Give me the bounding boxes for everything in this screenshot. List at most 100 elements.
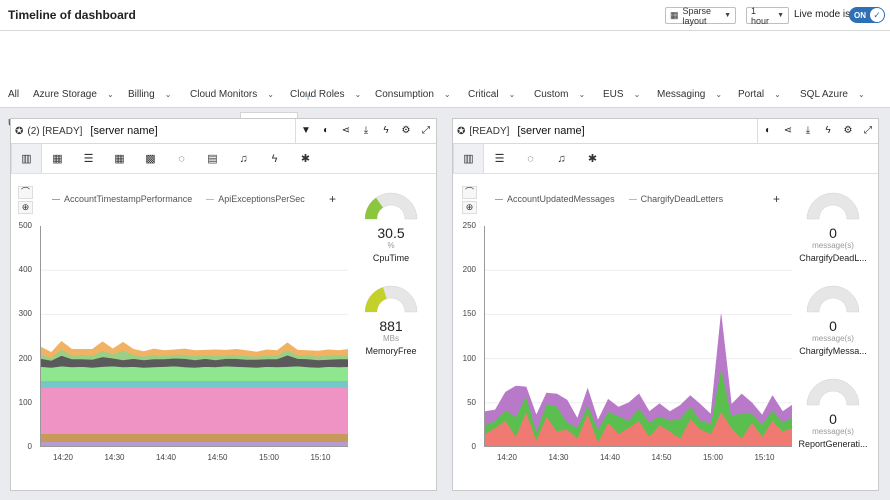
tab-azure-storage[interactable]: Azure Storage ⌄ [33, 89, 114, 100]
tab-label: Custom [534, 89, 569, 100]
tab-label: Consumption [375, 89, 434, 100]
chart-type-icon[interactable]: ⌒ [462, 186, 477, 199]
tab-all[interactable]: All [8, 89, 19, 100]
contrast-icon[interactable]: ◐ [322, 125, 330, 136]
x-tick-label: 15:00 [702, 453, 724, 462]
expand-icon[interactable]: ⤢ [422, 125, 430, 136]
gauge-value: 881 [379, 318, 403, 334]
tab-billing[interactable]: Billing ⌄ [128, 89, 171, 100]
panel-right: ✪ [READY] [server name] ◐ ⋖ ⤓ ϟ ⚙ ⤢ ▥ ☰ … [452, 118, 879, 491]
chart-type-icon[interactable]: ⌒ [18, 186, 33, 199]
page-title: Timeline of dashboard [8, 8, 136, 22]
legend-item[interactable]: ChargifyDeadLetters [628, 194, 723, 204]
tab-consumption[interactable]: Consumption ⌄ [375, 89, 451, 100]
x-tick-label: 14:40 [599, 453, 621, 462]
bolt-icon[interactable]: ϟ [825, 125, 831, 136]
bug-icon[interactable]: ✱ [587, 153, 598, 165]
area-chart [484, 226, 792, 447]
tab-label: All [8, 89, 20, 100]
live-mode-toggle[interactable]: ON ✓ [849, 7, 885, 23]
chevron-down-icon[interactable]: ⌄ [774, 90, 781, 99]
add-metric-button[interactable]: + [773, 192, 781, 206]
tab-portal[interactable]: Portal ⌄ [738, 89, 781, 100]
tab-cloud-monitors[interactable]: Cloud Monitors ⌄ [190, 89, 274, 100]
contrast-icon[interactable]: ◐ [764, 125, 772, 136]
toggle-state: ON [854, 10, 866, 20]
matrix-view-icon[interactable]: ▩ [145, 153, 156, 165]
zoom-icon[interactable]: ⊕ [18, 201, 33, 214]
download-icon[interactable]: ⤓ [363, 125, 369, 136]
add-tab-button[interactable]: + [304, 88, 313, 104]
bug-icon[interactable]: ✱ [300, 153, 311, 165]
gear-icon[interactable]: ⚙ [401, 125, 411, 136]
chevron-down-icon[interactable]: ⌄ [715, 90, 723, 99]
bolt-icon[interactable]: ϟ [271, 153, 278, 165]
gear-icon[interactable]: ⚙ [843, 125, 853, 136]
filter-icon[interactable]: ▼ [301, 125, 311, 136]
gauge-unit: % [387, 241, 395, 250]
tab-sql-azure[interactable]: SQL Azure ⌄ [800, 89, 865, 100]
share-icon[interactable]: ⋖ [783, 125, 793, 136]
x-tick-label: 15:00 [258, 453, 280, 462]
document-icon[interactable]: ▤ [207, 153, 218, 165]
expand-icon[interactable]: ⤢ [864, 125, 872, 136]
tab-label: EUS [603, 89, 624, 100]
chart-view-icon[interactable]: ▥ [11, 144, 42, 173]
gauge-unit: message(s) [812, 241, 854, 250]
add-metric-button[interactable]: + [329, 192, 337, 206]
time-range-select[interactable]: 1 hour ▼ [746, 6, 789, 26]
gauge-value: 0 [829, 225, 837, 241]
gauge-fill [365, 287, 387, 312]
grid-view-icon[interactable]: ▦ [52, 153, 63, 165]
gauge-value: 0 [829, 411, 837, 427]
bolt-icon[interactable]: ϟ [383, 125, 389, 136]
tiles-view-icon[interactable]: ▦ [114, 153, 125, 165]
panel-left: ✪ (2) [READY] [server name] ▼ ◐ ⋖ ⤓ ϟ ⚙ … [10, 118, 437, 491]
check-icon: ✓ [870, 8, 884, 22]
gauge-track [806, 378, 860, 406]
chevron-down-icon[interactable]: ⌄ [858, 90, 865, 99]
gauge-value: 0 [829, 318, 837, 334]
bell-icon[interactable]: ♫ [557, 153, 566, 165]
chevron-down-icon[interactable]: ⌄ [508, 90, 516, 99]
hidden-view-icon[interactable]: ◌ [527, 153, 534, 165]
chevron-down-icon[interactable]: ⌄ [354, 90, 362, 99]
tab-eus[interactable]: EUS ⌄ [603, 89, 640, 100]
hidden-view-icon[interactable]: ◌ [178, 153, 185, 165]
legend-label: AccountTimestampPerformance [64, 194, 193, 204]
y-tick-label: 200 [18, 353, 32, 363]
gauge-arc [806, 192, 860, 220]
share-icon[interactable]: ⋖ [341, 125, 351, 136]
tab-messaging[interactable]: Messaging ⌄ [657, 89, 722, 100]
tab-custom[interactable]: Custom ⌄ [534, 89, 585, 100]
y-tick-label: 100 [18, 397, 32, 407]
tab-label: Cloud Monitors [190, 89, 258, 100]
area-series-0 [41, 441, 348, 446]
chevron-down-icon[interactable]: ⌄ [443, 90, 451, 99]
zoom-icon[interactable]: ⊕ [462, 201, 477, 214]
tab-label: Azure Storage [33, 89, 97, 100]
server-view-icon[interactable]: ☰ [83, 153, 94, 165]
area-series-2 [485, 314, 792, 433]
legend-item[interactable]: AccountTimestampPerformance [52, 194, 192, 204]
live-mode-label: Live mode is [794, 9, 851, 20]
legend-item[interactable]: AccountUpdatedMessages [495, 194, 615, 204]
chevron-down-icon[interactable]: ⌄ [164, 90, 172, 99]
list-view-icon[interactable]: ☰ [494, 153, 505, 165]
layout-select[interactable]: ▦ Sparse layout ▼ [665, 6, 736, 26]
chevron-down-icon[interactable]: ⌄ [578, 90, 586, 99]
tab-critical[interactable]: Critical ⌄ [468, 89, 515, 100]
view-tabs: ▥ ▦ ☰ ▦ ▩ ◌ ▤ ♫ ϟ ✱ [11, 144, 436, 174]
gauge-track [806, 285, 860, 313]
bell-icon[interactable]: ♫ [239, 153, 248, 165]
chevron-down-icon[interactable]: ⌄ [106, 90, 114, 99]
download-icon[interactable]: ⤓ [805, 125, 811, 136]
panel-header: ✪ (2) [READY] [server name] ▼ ◐ ⋖ ⤓ ϟ ⚙ … [11, 119, 436, 144]
chart-legend: AccountTimestampPerformance ApiException… [52, 194, 305, 204]
legend-item[interactable]: ApiExceptionsPerSec [206, 194, 305, 204]
gauge-unit: message(s) [812, 427, 854, 436]
tab-cloud-roles[interactable]: Cloud Roles ⌄ [290, 89, 361, 100]
chart-view-icon[interactable]: ▥ [453, 144, 484, 173]
chevron-down-icon[interactable]: ⌄ [267, 90, 274, 99]
chevron-down-icon[interactable]: ⌄ [633, 90, 641, 99]
